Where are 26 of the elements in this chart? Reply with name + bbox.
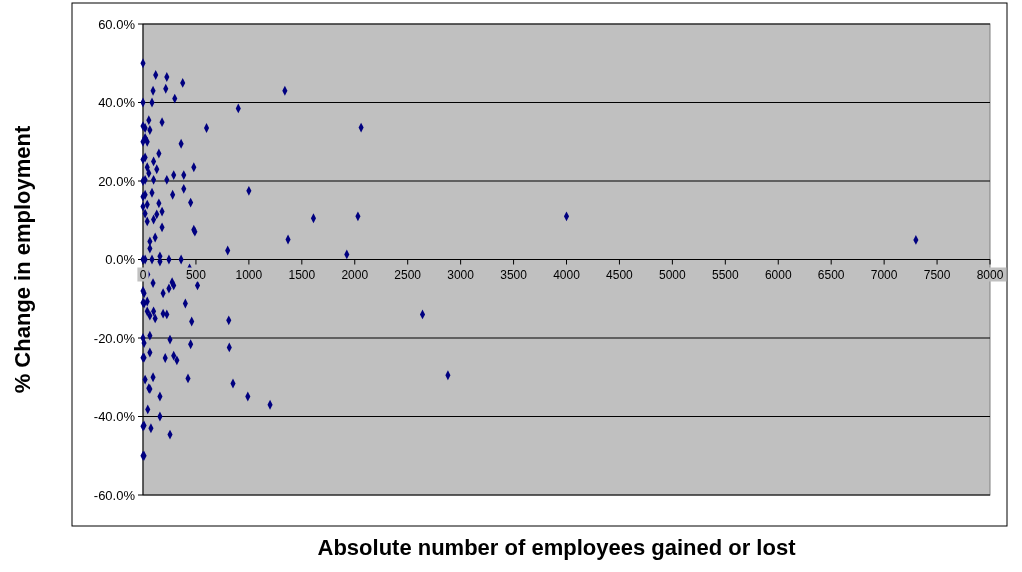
- x-tick-label: 8000: [976, 267, 1004, 282]
- y-tick-label: -20.0%: [93, 330, 136, 346]
- y-tick-label: -60.0%: [93, 487, 136, 503]
- y-axis-title: % Change in employment: [10, 124, 35, 394]
- x-tick-label: 2000: [341, 267, 369, 282]
- x-tick-label: 6000: [764, 267, 792, 282]
- x-tick-label: 4000: [553, 267, 581, 282]
- x-tick-label: 1500: [288, 267, 316, 282]
- y-tick-label: -40.0%: [93, 409, 136, 425]
- x-tick-label: 4500: [606, 267, 634, 282]
- y-tick-label: 20.0%: [98, 173, 136, 189]
- x-tick-label: 1000: [235, 267, 263, 282]
- x-tick-label: 5500: [711, 267, 739, 282]
- x-tick-label: 2500: [394, 267, 422, 282]
- x-tick-label: 7500: [923, 267, 951, 282]
- x-tick-label: 3000: [447, 267, 475, 282]
- x-tick-label: 0: [139, 267, 147, 282]
- x-tick-label: 3500: [500, 267, 528, 282]
- x-tick-label: 7000: [870, 267, 898, 282]
- x-axis-title: Absolute number of employees gained or lost: [317, 535, 797, 560]
- y-tick-label: 40.0%: [98, 95, 136, 111]
- y-tick-label: 0.0%: [105, 252, 136, 268]
- x-tick-label: 500: [185, 267, 207, 282]
- x-tick-label: 6500: [817, 267, 845, 282]
- x-tick-label: 5000: [659, 267, 687, 282]
- y-tick-label: 60.0%: [98, 16, 136, 32]
